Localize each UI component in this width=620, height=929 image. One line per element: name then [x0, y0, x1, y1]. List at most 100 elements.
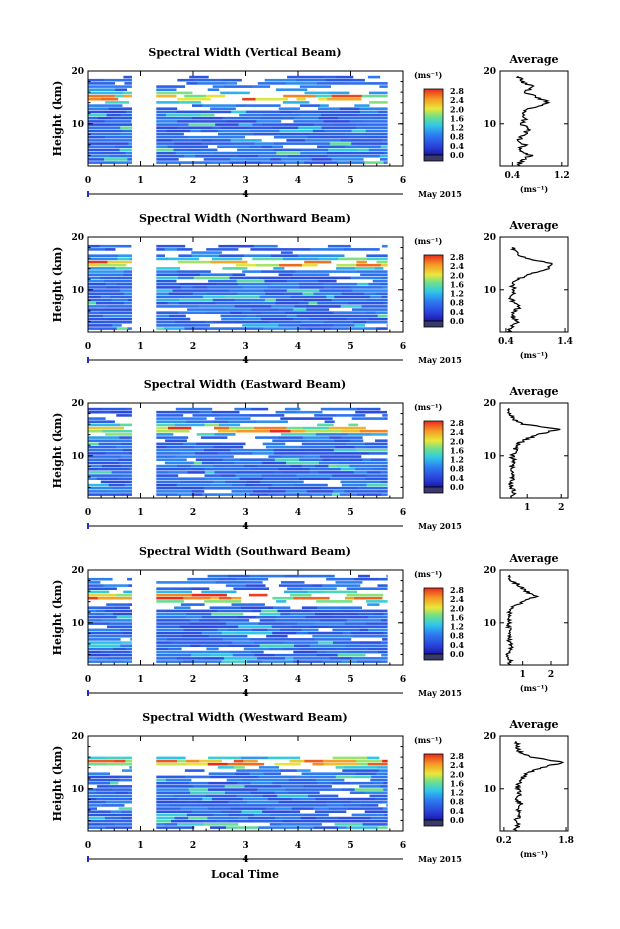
heatmap-cell	[366, 311, 376, 314]
heatmap-cell	[206, 647, 219, 651]
heatmap-cell	[357, 493, 382, 496]
heatmap-cell	[270, 282, 300, 286]
heatmap-cell	[211, 410, 240, 414]
heatmap-cell	[267, 493, 277, 496]
heatmap-cell	[280, 113, 301, 117]
heatmap-cell	[263, 477, 300, 480]
heatmap-cell	[287, 75, 324, 79]
heatmap-cell	[235, 263, 257, 267]
heatmap-cell	[116, 244, 132, 248]
heatmap-cell	[177, 78, 194, 82]
heatmap-cell	[292, 638, 316, 641]
heatmap-cell	[226, 775, 259, 779]
panel-title: Spectral Width (Vertical Beam)	[148, 46, 341, 59]
heatmap-cell	[177, 464, 192, 468]
heatmap-cell	[242, 797, 269, 801]
heatmap-cell	[190, 417, 207, 420]
heatmap-cell	[88, 762, 108, 766]
heatmap-cell	[344, 766, 379, 769]
colorbar-tick-label: 2.0	[450, 436, 464, 446]
heatmap-cell	[310, 775, 320, 779]
heatmap-cell	[221, 660, 230, 663]
heatmap-cell	[286, 461, 320, 465]
heatmap-cell	[374, 267, 384, 270]
colorbar-tick-label: 0.0	[450, 815, 464, 825]
heatmap-cell	[156, 464, 178, 468]
heatmap-cell	[295, 270, 332, 273]
y-tick-label: 10	[71, 120, 84, 130]
heatmap-cell	[211, 135, 245, 139]
heatmap-cell	[171, 139, 203, 142]
heatmap-cell	[228, 574, 250, 578]
heatmap-cell	[125, 647, 132, 651]
heatmap-cell	[262, 123, 286, 126]
heatmap-cell	[178, 101, 191, 104]
heatmap-cell	[88, 807, 97, 810]
heatmap-cell	[88, 615, 118, 619]
profile-y-tick-label: 20	[483, 399, 496, 409]
heatmap-cell	[116, 282, 132, 286]
heatmap-cell	[249, 574, 262, 578]
heatmap-cell	[325, 276, 351, 280]
heatmap-cell	[251, 308, 279, 311]
profile-x-tick-label: 0.2	[496, 836, 512, 846]
heatmap-cell	[117, 257, 131, 261]
heatmap-cell	[373, 116, 388, 120]
heatmap-cell	[219, 423, 241, 427]
heatmap-cell	[88, 788, 97, 791]
heatmap-cell	[324, 420, 335, 423]
heatmap-cell	[353, 471, 368, 474]
heatmap-cell	[88, 791, 98, 794]
heatmap-cell	[220, 126, 249, 129]
heatmap-cell	[283, 641, 319, 644]
heatmap-cell	[245, 483, 254, 487]
heatmap-cell	[202, 493, 217, 496]
colorbar-tick-label: 2.0	[450, 270, 464, 280]
heatmap-cell	[299, 85, 331, 88]
heatmap-cell	[88, 622, 110, 625]
heatmap-cell	[292, 317, 310, 321]
heatmap-cell	[255, 263, 280, 267]
heatmap-cell	[201, 142, 232, 145]
heatmap-cell	[380, 145, 388, 148]
heatmap-cell	[180, 603, 205, 606]
heatmap-cell	[156, 477, 189, 480]
heatmap-cell	[297, 123, 314, 126]
heatmap-cell	[354, 775, 372, 779]
profile-y-tick-label: 20	[483, 566, 496, 576]
colorbar-tick-label: 2.8	[450, 751, 464, 761]
heatmap-cell	[88, 628, 121, 632]
heatmap-cell	[175, 151, 196, 155]
heatmap-cell	[156, 88, 177, 91]
heatmap-cell	[266, 634, 288, 638]
heatmap-cell	[123, 270, 132, 273]
heatmap-cell	[332, 781, 351, 785]
y-axis-label: Height (km)	[51, 247, 64, 323]
heatmap-cell	[278, 107, 300, 110]
heatmap-cell	[88, 577, 103, 581]
heatmap-cell	[88, 426, 125, 430]
heatmap-cell	[231, 807, 266, 810]
heatmap-cell	[265, 807, 275, 810]
heatmap-cell	[380, 282, 388, 286]
heatmap-cell	[304, 139, 342, 142]
heatmap-cell	[88, 477, 98, 480]
heatmap-cell	[253, 778, 290, 782]
colorbar: (ms⁻¹)0.00.40.81.21.62.02.42.8	[414, 70, 464, 162]
heatmap-cell	[120, 628, 132, 632]
heatmap-cell	[119, 289, 132, 292]
heatmap-cell	[104, 816, 122, 820]
heatmap-cell	[188, 788, 209, 791]
heatmap-cell	[156, 420, 187, 423]
y-tick-label: 10	[71, 785, 84, 795]
heatmap-cell	[88, 647, 114, 651]
heatmap-cell	[385, 819, 388, 823]
panel-title: Spectral Width (Southward Beam)	[139, 545, 351, 558]
heatmap-cell	[337, 816, 371, 820]
heatmap-cell	[241, 606, 274, 609]
heatmap-cell	[280, 826, 315, 829]
heatmap-cell	[318, 461, 340, 465]
heatmap-cell	[368, 452, 388, 455]
heatmap-cell	[236, 631, 273, 635]
heatmap-cell	[156, 113, 167, 117]
